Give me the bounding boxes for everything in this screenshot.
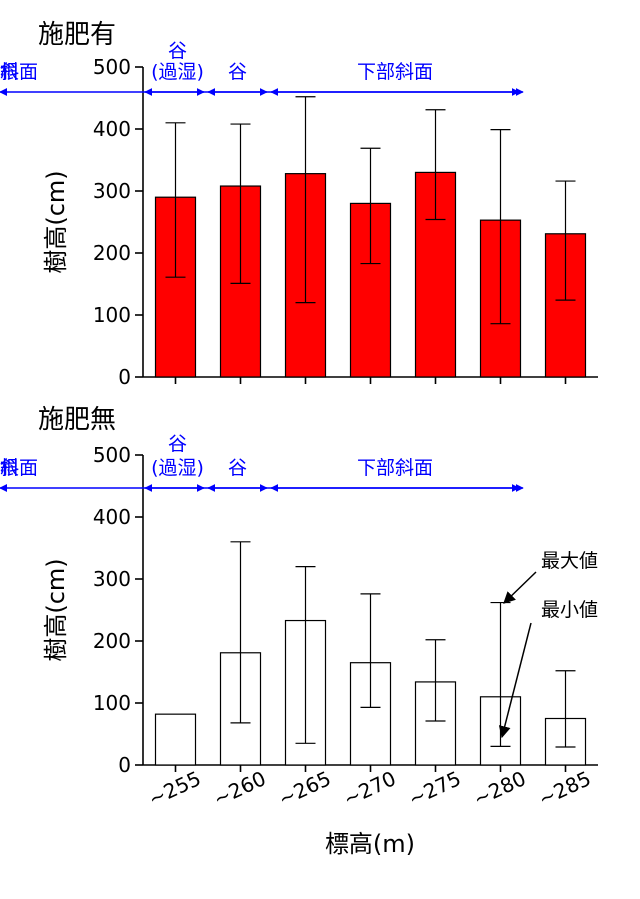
chart-panel-top: 施肥有 樹高(cm) 0100200300400500谷(過湿)谷下部斜面上部斜… [0, 20, 598, 389]
zone-label-sub: (過湿) [151, 61, 204, 83]
annotation-min: 最小値 [541, 599, 598, 621]
y-axis-label-top: 樹高(cm) [42, 170, 70, 273]
zone-label-sub: (過湿) [151, 457, 204, 479]
y-tick-label: 500 [93, 443, 131, 467]
zone-label: 尾根 [0, 457, 19, 479]
y-tick-label: 400 [93, 505, 131, 529]
y-tick-label: 0 [118, 365, 131, 389]
zone-label: 下部斜面 [357, 457, 433, 479]
x-tick-label: ~255 [145, 766, 205, 811]
bar [154, 713, 197, 766]
zone-label: 谷 [168, 433, 187, 455]
zone-label: 上部斜面 [0, 61, 38, 83]
y-tick-label: 300 [93, 567, 131, 591]
y-tick-label: 200 [93, 241, 131, 265]
x-tick-label: ~265 [275, 766, 335, 811]
y-tick-label: 0 [118, 753, 131, 777]
y-tick-label: 100 [93, 691, 131, 715]
panel-title-bottom: 施肥無 [38, 405, 116, 435]
bar [349, 662, 392, 766]
y-tick-label: 500 [93, 55, 131, 79]
annotation-min-arrow [498, 622, 532, 739]
x-tick-label: ~280 [470, 766, 530, 811]
x-axis-label: 標高(m) [325, 830, 415, 858]
zone-label: 谷 [228, 457, 247, 479]
zone-label: 上部斜面 [0, 457, 38, 479]
zone-label: 尾根 [0, 61, 19, 83]
zone-label: 谷 [168, 40, 187, 62]
y-tick-label: 300 [93, 179, 131, 203]
y-tick-label: 200 [93, 629, 131, 653]
x-tick-label: ~285 [535, 766, 595, 811]
x-tick-label: ~260 [210, 766, 270, 811]
y-axis-label-bottom: 樹高(cm) [42, 558, 70, 661]
y-tick-label: 100 [93, 303, 131, 327]
plot-area-bottom: 0 100 200 300 400 500 ~255 ~260 ~265 ~270 ~275 ~280… [0, 433, 598, 811]
annotation-max: 最大値 [541, 550, 598, 572]
zone-label: 下部斜面 [357, 61, 433, 83]
y-tick-label: 400 [93, 117, 131, 141]
panel-title-top: 施肥有 [38, 20, 116, 50]
x-tick-label: ~275 [405, 766, 465, 811]
annotation-max-arrow [503, 571, 537, 604]
zone-label: 谷 [228, 61, 247, 83]
x-tick-label: ~270 [340, 766, 400, 811]
